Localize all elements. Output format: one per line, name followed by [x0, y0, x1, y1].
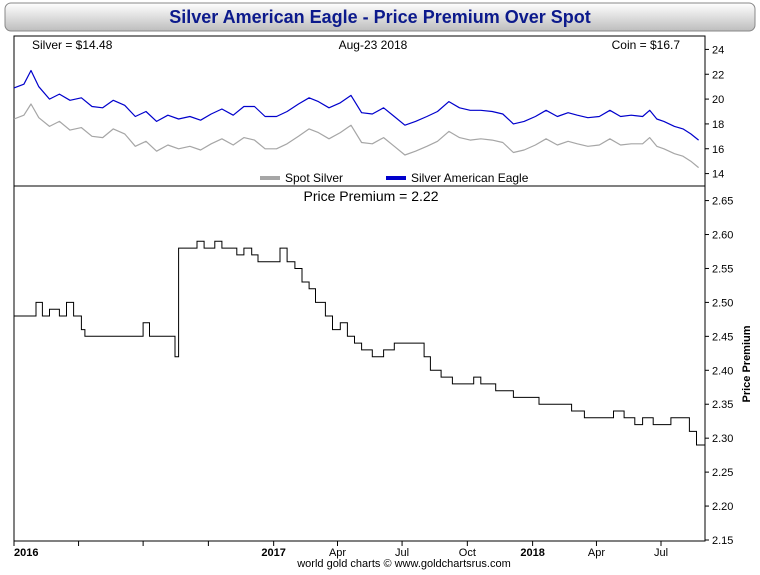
bottom-y-tick-label: 2.50	[712, 297, 733, 309]
bottom-y-tick-label: 2.60	[712, 230, 733, 242]
date-label: Aug-23 2018	[339, 38, 408, 52]
legend-label-spot-silver: Spot Silver	[285, 171, 343, 185]
bottom-y-tick-label: 2.65	[712, 196, 733, 208]
top-y-tick-label: 16	[712, 144, 724, 156]
top-y-tick-label: 14	[712, 169, 724, 181]
bottom-y-tick-label: 2.20	[712, 501, 733, 513]
bottom-y-tick-label: 2.35	[712, 399, 733, 411]
legend-label-eagle: Silver American Eagle	[411, 171, 529, 185]
premium-annotation: Price Premium = 2.22	[304, 188, 439, 204]
spot-silver-line	[13, 103, 699, 169]
bottom-y-tick-label: 2.15	[712, 535, 733, 547]
x-tick-label: 2018	[520, 547, 544, 559]
bottom-y-axis: 2.15 2.20 2.25 2.30 2.35 2.40 2.45 2.50 2.55 2.60…	[705, 196, 733, 547]
x-tick-label: Apr	[329, 547, 346, 559]
plot-frame	[13, 35, 706, 542]
top-y-tick-label: 24	[712, 44, 724, 56]
x-tick-label: Apr	[588, 547, 605, 559]
top-y-tick-label: 22	[712, 69, 724, 81]
bottom-series	[14, 240, 706, 452]
x-axis: 2016 2017 Apr Jul Oct 2018 Apr Jul	[13, 541, 668, 559]
bottom-y-tick-label: 2.25	[712, 467, 733, 479]
chart-title: Silver American Eagle - Price Premium Ov…	[169, 7, 591, 27]
footer-credit: world gold charts © www.goldchartsrus.co…	[296, 558, 511, 570]
coin-price-label: Coin = $16.7	[612, 38, 681, 52]
x-tick-label: Oct	[459, 547, 476, 559]
bottom-y-tick-label: 2.55	[712, 263, 733, 275]
bottom-y-tick-label: 2.45	[712, 331, 733, 343]
bottom-y-tick-label: 2.30	[712, 433, 733, 445]
premium-line	[14, 240, 706, 452]
title-bar	[4, 2, 756, 32]
top-y-axis: 14 16 18 20 22 24	[705, 44, 724, 181]
x-tick-label: 2017	[261, 547, 285, 559]
top-y-tick-label: 18	[712, 119, 724, 131]
y-axis-label: Price Premium	[741, 325, 753, 402]
silver-price-label: Silver = $14.48	[32, 38, 113, 52]
bottom-y-tick-label: 2.40	[712, 365, 733, 377]
x-tick-label: 2016	[14, 547, 38, 559]
legend: Spot Silver Silver American Eagle	[260, 171, 529, 185]
x-tick-label: Jul	[654, 547, 668, 559]
top-y-tick-label: 20	[712, 94, 724, 106]
eagle-line	[13, 69, 699, 141]
x-tick-label: Jul	[395, 547, 409, 559]
top-series	[13, 69, 699, 169]
